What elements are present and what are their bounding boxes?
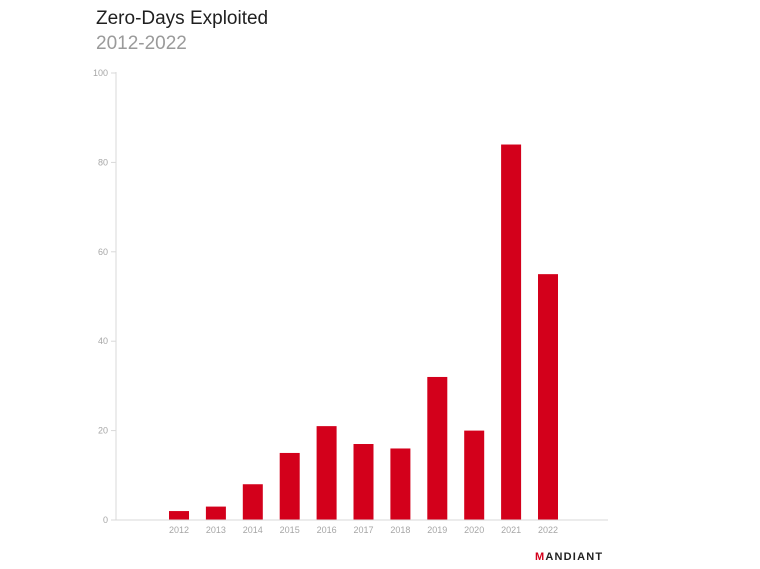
y-tick-label: 0 [103, 515, 108, 525]
x-tick-label: 2014 [243, 525, 263, 535]
bar-2014 [242, 484, 263, 520]
x-tick-label: 2012 [169, 525, 189, 535]
x-tick-label: 2019 [427, 525, 447, 535]
bar-2018 [390, 448, 411, 520]
mandiant-logo: MANDIANT [535, 551, 603, 563]
bar-2013 [205, 506, 226, 520]
chart-title: Zero-Days Exploited [96, 8, 269, 29]
y-tick-label: 60 [98, 247, 108, 257]
y-axis-ticks: 0 20 40 60 80 100 [93, 68, 116, 525]
bar-2021 [501, 144, 522, 520]
bar-2022 [538, 274, 558, 520]
y-tick-label: 20 [98, 426, 108, 436]
y-tick-label: 100 [93, 68, 108, 78]
bar-2017 [353, 444, 374, 520]
logo-letter-m: M [535, 551, 546, 563]
x-axis-ticks: 2012 2013 2014 2015 2016 2017 2018 2019 2020 2021… [169, 525, 558, 535]
bars [169, 144, 558, 520]
bar-2015 [279, 452, 300, 520]
x-tick-label: 2021 [501, 525, 521, 535]
x-tick-label: 2022 [538, 525, 558, 535]
bar-2020 [464, 430, 485, 520]
y-tick-label: 80 [98, 157, 108, 167]
x-tick-label: 2013 [206, 525, 226, 535]
x-tick-label: 2018 [390, 525, 410, 535]
bar-2016 [316, 426, 337, 520]
y-tick-label: 40 [98, 336, 108, 346]
x-tick-label: 2015 [280, 525, 300, 535]
x-tick-label: 2016 [317, 525, 337, 535]
bar-2012 [169, 511, 189, 520]
logo-wordmark: ANDIANT [545, 551, 604, 563]
x-tick-label: 2017 [353, 525, 373, 535]
bar-2019 [427, 376, 448, 520]
x-tick-label: 2020 [464, 525, 484, 535]
chart-subtitle: 2012-2022 [96, 33, 187, 54]
